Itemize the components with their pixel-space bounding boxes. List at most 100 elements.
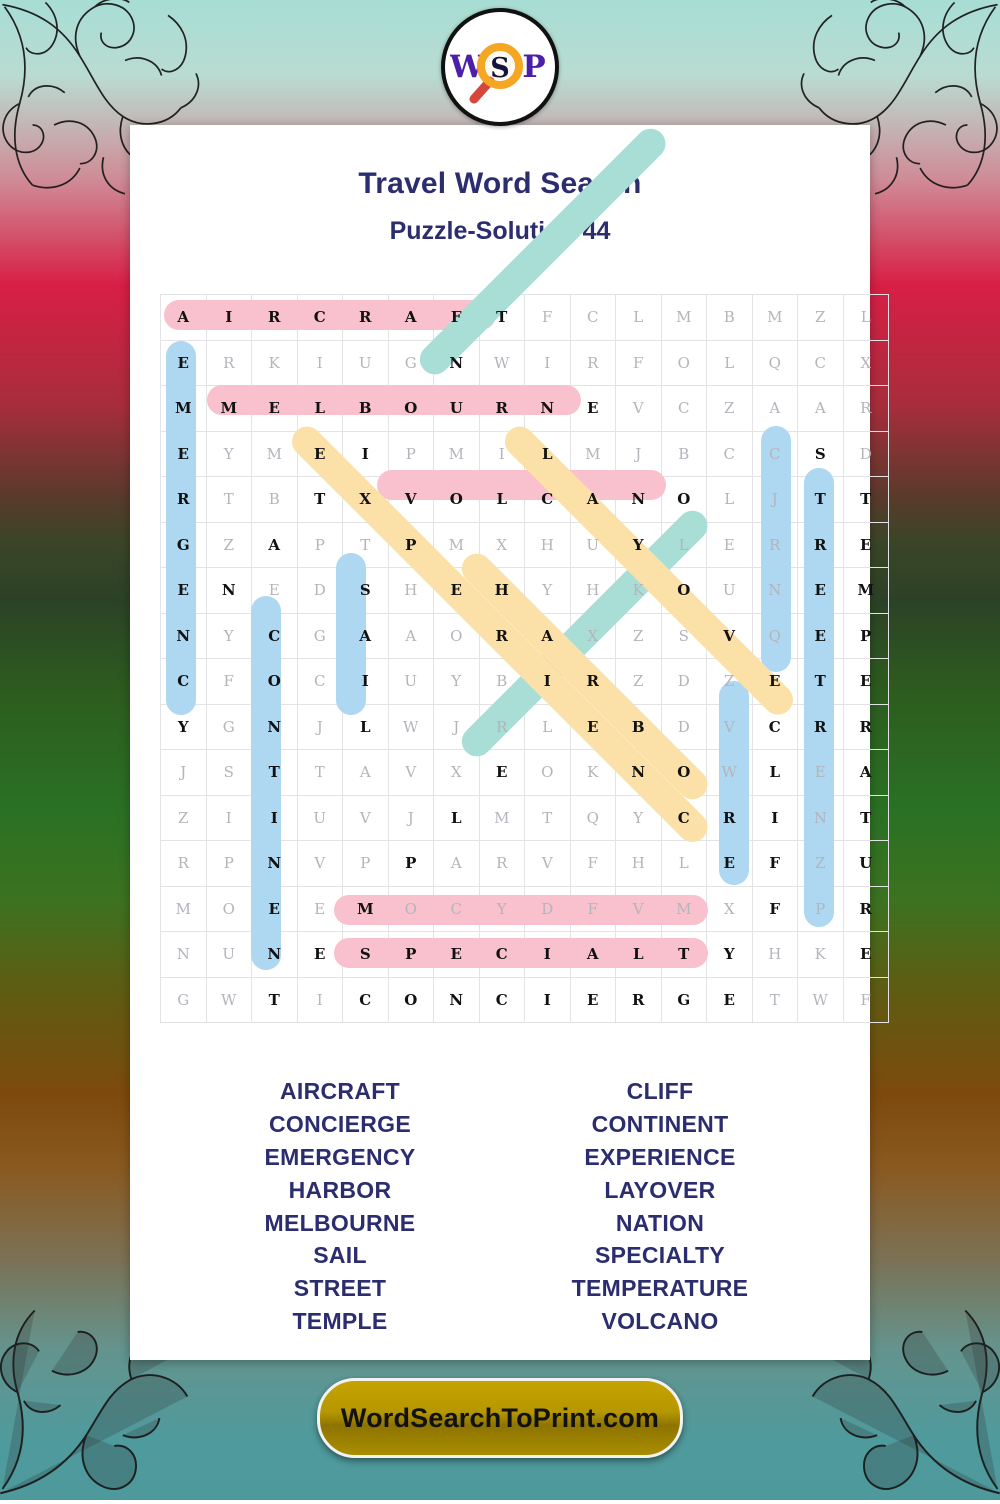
grid-cell[interactable]: Y (205, 612, 252, 659)
grid-cell[interactable]: W (706, 749, 753, 796)
grid-cell[interactable]: J (387, 794, 434, 841)
grid-cell[interactable]: M (205, 385, 252, 432)
grid-cell[interactable]: N (160, 931, 207, 978)
grid-cell[interactable]: Z (706, 658, 753, 705)
grid-cell[interactable]: F (569, 885, 616, 932)
grid-cell[interactable]: H (524, 521, 571, 568)
word-list-item[interactable]: SAIL (313, 1242, 367, 1269)
grid-cell[interactable]: I (205, 794, 252, 841)
grid-cell[interactable]: L (615, 931, 662, 978)
grid-cell[interactable]: T (205, 476, 252, 523)
grid-cell[interactable]: Q (569, 794, 616, 841)
grid-cell[interactable]: K (569, 749, 616, 796)
grid-cell[interactable]: S (205, 749, 252, 796)
word-list-item[interactable]: EXPERIENCE (584, 1143, 736, 1170)
grid-cell[interactable]: R (478, 840, 525, 887)
grid-cell[interactable]: T (842, 794, 889, 841)
word-list-item[interactable]: STREET (293, 1275, 387, 1302)
grid-cell[interactable]: E (797, 567, 844, 614)
grid-cell[interactable]: L (296, 385, 343, 432)
grid-cell[interactable]: Q (751, 612, 798, 659)
grid-cell[interactable]: T (478, 294, 525, 341)
grid-cell[interactable]: R (569, 658, 616, 705)
grid-cell[interactable]: W (205, 976, 252, 1023)
grid-cell[interactable]: I (524, 931, 571, 978)
grid-cell[interactable]: U (433, 385, 480, 432)
grid-cell[interactable]: E (797, 749, 844, 796)
grid-cell[interactable]: P (387, 931, 434, 978)
grid-cell[interactable]: V (706, 703, 753, 750)
grid-cell[interactable]: R (478, 703, 525, 750)
grid-cell[interactable]: M (433, 430, 480, 477)
grid-cell[interactable]: E (751, 658, 798, 705)
grid-cell[interactable]: T (251, 976, 298, 1023)
grid-cell[interactable]: C (296, 658, 343, 705)
grid-cell[interactable]: J (751, 476, 798, 523)
grid-cell[interactable]: A (797, 385, 844, 432)
grid-cell[interactable]: A (160, 294, 207, 341)
grid-cell[interactable]: E (251, 385, 298, 432)
grid-cell[interactable]: E (706, 521, 753, 568)
grid-cell[interactable]: D (524, 885, 571, 932)
grid-cell[interactable]: D (296, 567, 343, 614)
grid-cell[interactable]: V (387, 476, 434, 523)
grid-cell[interactable]: U (569, 521, 616, 568)
grid-cell[interactable]: P (387, 521, 434, 568)
word-list-item[interactable]: LAYOVER (604, 1176, 716, 1203)
grid-cell[interactable]: D (660, 658, 707, 705)
grid-cell[interactable]: E (706, 840, 753, 887)
grid-cell[interactable]: K (797, 931, 844, 978)
grid-cell[interactable]: Q (751, 339, 798, 386)
grid-cell[interactable]: I (478, 430, 525, 477)
grid-cell[interactable]: L (660, 521, 707, 568)
word-list-item[interactable]: AIRCRAFT (280, 1078, 400, 1104)
grid-cell[interactable]: O (660, 567, 707, 614)
grid-cell[interactable]: R (797, 521, 844, 568)
grid-cell[interactable]: P (387, 430, 434, 477)
grid-cell[interactable]: A (524, 612, 571, 659)
grid-cell[interactable]: V (387, 749, 434, 796)
grid-cell[interactable]: F (433, 294, 480, 341)
grid-cell[interactable]: R (160, 840, 207, 887)
grid-cell[interactable]: C (296, 294, 343, 341)
grid-cell[interactable]: N (797, 794, 844, 841)
grid-cell[interactable]: U (706, 567, 753, 614)
grid-cell[interactable]: C (751, 430, 798, 477)
grid-cell[interactable]: O (660, 749, 707, 796)
grid-cell[interactable]: A (842, 749, 889, 796)
grid-cell[interactable]: A (751, 385, 798, 432)
grid-cell[interactable]: N (251, 703, 298, 750)
grid-cell[interactable]: T (342, 521, 389, 568)
grid-cell[interactable]: G (660, 976, 707, 1023)
grid-cell[interactable]: T (296, 749, 343, 796)
grid-cell[interactable]: L (615, 294, 662, 341)
grid-cell[interactable]: Z (205, 521, 252, 568)
grid-cell[interactable]: C (660, 794, 707, 841)
grid-cell[interactable]: N (615, 749, 662, 796)
word-list-item[interactable]: SPECIALTY (594, 1242, 726, 1269)
grid-cell[interactable]: Y (160, 703, 207, 750)
grid-cell[interactable]: V (524, 840, 571, 887)
grid-cell[interactable]: E (478, 749, 525, 796)
grid-cell[interactable]: G (296, 612, 343, 659)
grid-cell[interactable]: V (615, 885, 662, 932)
grid-cell[interactable]: V (706, 612, 753, 659)
grid-cell[interactable]: J (296, 703, 343, 750)
grid-cell[interactable]: U (842, 840, 889, 887)
grid-cell[interactable]: S (660, 612, 707, 659)
grid-cell[interactable]: T (660, 931, 707, 978)
grid-cell[interactable]: G (160, 521, 207, 568)
grid-cell[interactable]: N (524, 385, 571, 432)
grid-cell[interactable]: A (251, 521, 298, 568)
grid-cell[interactable]: E (569, 703, 616, 750)
grid-cell[interactable]: P (296, 521, 343, 568)
grid-cell[interactable]: F (205, 658, 252, 705)
grid-cell[interactable]: C (478, 976, 525, 1023)
grid-cell[interactable]: K (251, 339, 298, 386)
grid-cell[interactable]: O (251, 658, 298, 705)
grid-cell[interactable]: O (660, 476, 707, 523)
grid-cell[interactable]: B (251, 476, 298, 523)
grid-cell[interactable]: I (296, 976, 343, 1023)
grid-cell[interactable]: X (433, 749, 480, 796)
grid-cell[interactable]: E (160, 430, 207, 477)
